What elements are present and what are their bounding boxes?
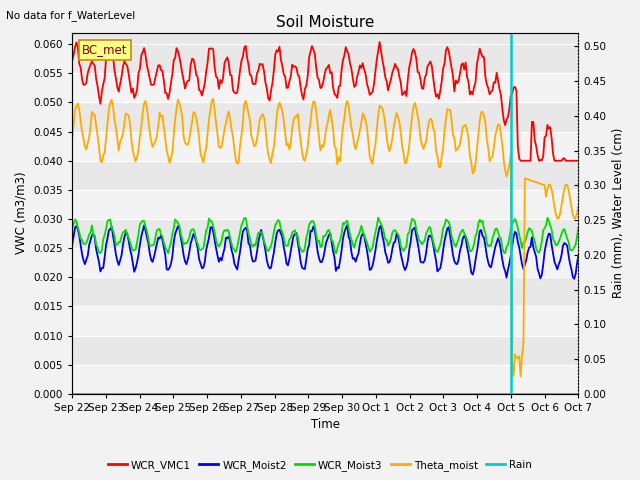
Text: No data for f_WaterLevel: No data for f_WaterLevel <box>6 10 136 21</box>
Bar <box>72 73 579 102</box>
Title: Soil Moisture: Soil Moisture <box>276 15 374 30</box>
Y-axis label: Rain (mm), Water Level (cm): Rain (mm), Water Level (cm) <box>612 128 625 299</box>
Bar <box>72 306 579 336</box>
Legend: WCR_VMC1, WCR_Moist2, WCR_Moist3, Theta_moist, Rain: WCR_VMC1, WCR_Moist2, WCR_Moist3, Theta_… <box>104 456 536 475</box>
Bar <box>72 190 579 219</box>
Y-axis label: VWC (m3/m3): VWC (m3/m3) <box>15 172 28 254</box>
X-axis label: Time: Time <box>311 419 340 432</box>
Text: BC_met: BC_met <box>83 43 128 56</box>
Bar <box>72 248 579 277</box>
Bar <box>72 365 579 394</box>
Bar <box>72 132 579 161</box>
